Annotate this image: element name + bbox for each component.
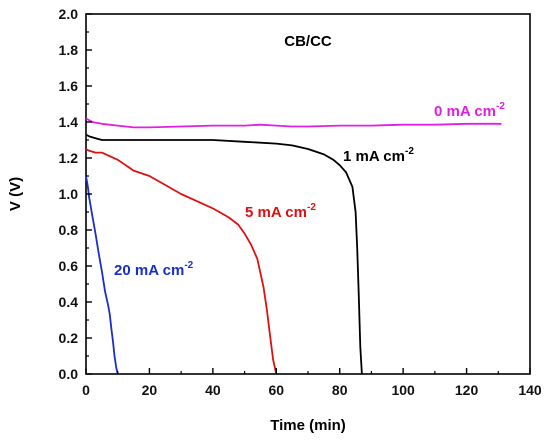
series-5-ma-line [85, 148, 278, 375]
series-1-ma-line [85, 133, 363, 375]
series-1-ma-label-superscript: -2 [405, 146, 414, 157]
chart-title: CB/CC [284, 33, 332, 50]
y-tick-label: 1.6 [59, 78, 79, 94]
series-20-ma-label-superscript: -2 [184, 260, 193, 271]
y-tick-label: 1.0 [59, 186, 79, 202]
y-axis-title: V (V) [7, 177, 24, 211]
series-0-ma-label-superscript: -2 [496, 101, 505, 112]
plot-area [85, 13, 531, 375]
y-tick-label: 1.2 [59, 150, 79, 166]
series-1-ma-label-text: 1 mA cm [343, 148, 405, 165]
x-tick-label: 0 [82, 382, 90, 398]
series-20-ma-label: 20 mA cm-2 [114, 260, 194, 279]
y-tick-label: 0.4 [59, 294, 79, 310]
ticks-layer: 0 20 40 60 80 100 120 140 0.0 0.2 0.4 0.6 0.8 1.0 1.2 1… [59, 6, 542, 398]
y-tick-label: 0.8 [59, 222, 79, 238]
y-tick-label: 2.0 [59, 6, 79, 22]
x-tick-label: 60 [268, 382, 284, 398]
series-5-ma-label-superscript: -2 [307, 202, 316, 213]
x-axis-title: Time (min) [270, 417, 346, 434]
series-20-ma-label-text: 20 mA cm [114, 262, 184, 279]
y-tick-label: 1.8 [59, 42, 79, 58]
x-tick-label: 80 [332, 382, 348, 398]
y-tick-label: 0.0 [59, 366, 79, 382]
series-5-ma-label: 5 mA cm-2 [245, 202, 316, 221]
series-layer [85, 117, 502, 375]
x-tick-label: 20 [142, 382, 158, 398]
series-0-ma-label-text: 0 mA cm [434, 103, 496, 120]
series-0-ma-label: 0 mA cm-2 [434, 101, 505, 120]
plot-frame [85, 13, 531, 375]
series-0-ma-line [85, 117, 502, 129]
x-tick-label: 120 [455, 382, 479, 398]
series-1-ma-label: 1 mA cm-2 [343, 146, 414, 165]
x-tick-label: 140 [518, 382, 542, 398]
series-labels: 0 mA cm-21 mA cm-25 mA cm-220 mA cm-2 [114, 101, 505, 279]
y-tick-label: 1.4 [59, 114, 79, 130]
y-tick-label: 0.6 [59, 258, 79, 274]
y-tick-label: 0.2 [59, 330, 79, 346]
series-5-ma-label-text: 5 mA cm [245, 204, 307, 221]
series-20-ma-line [85, 175, 119, 375]
x-tick-label: 100 [391, 382, 415, 398]
x-tick-label: 40 [205, 382, 221, 398]
